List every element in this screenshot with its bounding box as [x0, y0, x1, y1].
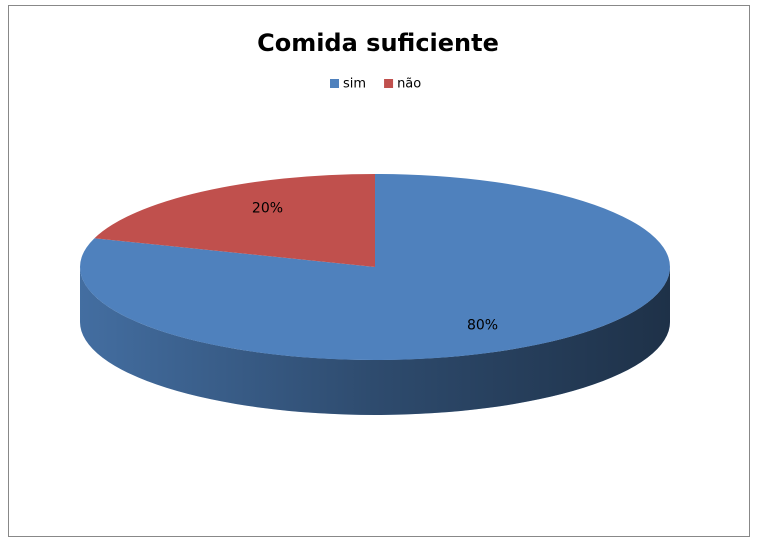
pie-slice	[80, 173, 671, 360]
legend-swatch	[384, 79, 394, 88]
data-label: 20%	[252, 200, 283, 216]
legend-label: sim	[343, 77, 366, 92]
chart-title: Comida suficiente	[257, 29, 499, 57]
legend-swatch	[330, 79, 339, 88]
side-shade	[80, 267, 670, 415]
legend-label: não	[397, 77, 421, 92]
data-label: 80%	[467, 318, 498, 334]
pie-slice	[94, 174, 375, 267]
